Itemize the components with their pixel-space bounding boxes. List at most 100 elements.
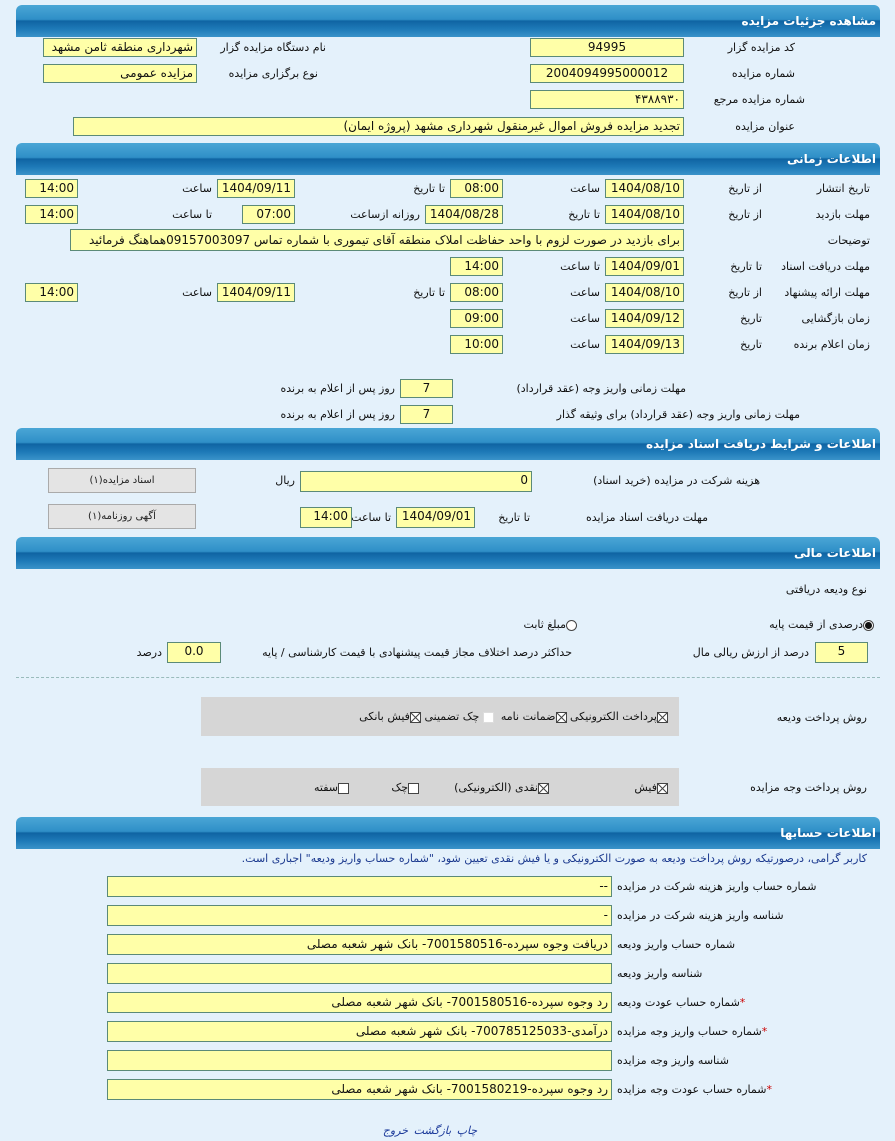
checkbox-icon[interactable] — [657, 782, 668, 794]
time-label: ساعت — [182, 286, 212, 299]
checkbox-icon[interactable] — [482, 711, 494, 723]
radio-fixed-icon[interactable] — [566, 619, 577, 631]
checkbox-receipt[interactable]: فیش — [634, 781, 668, 794]
back-link[interactable]: بازگشت — [413, 1124, 452, 1137]
publish-label: تاریخ انتشار — [816, 182, 870, 195]
radio-percent-label: درصدی از قیمت پایه — [769, 618, 863, 631]
checkbox-cash[interactable]: نقدی (الکترونیکی) — [454, 781, 549, 794]
section-title: مشاهده جزئیات مزایده — [741, 14, 876, 28]
account-label-text: شناسه واریز وجه مزایده — [617, 1054, 729, 1067]
section-title: اطلاعات حسابها — [780, 826, 876, 840]
account-row-label: شماره حساب واریز ودیعه — [617, 935, 735, 954]
radio-percent-icon[interactable] — [863, 619, 874, 631]
payment-deadline-guarantor-days: 7 — [400, 405, 453, 424]
account-label-text: شماره حساب واریز ودیعه — [617, 938, 736, 951]
to-time-label: تا ساعت — [172, 208, 212, 221]
ref-label: شماره مزایده مرجع — [713, 93, 805, 106]
from-date-label: از تاریخ — [728, 182, 762, 195]
currency-label: ریال — [275, 474, 295, 487]
code-field: 94995 — [530, 38, 684, 57]
account-row-label: شماره حساب عودت ودیعه* — [617, 993, 745, 1012]
time-label: ساعت — [570, 182, 600, 195]
payment-deadline-days: 7 — [400, 379, 453, 398]
checkbox-label: فیش — [634, 781, 657, 794]
checkbox-cheque[interactable]: چک تضمینی — [424, 710, 497, 723]
number-label: شماره مزایده — [731, 67, 795, 80]
payment-deadline-label: مهلت زمانی واریز وجه (عقد قرارداد) — [516, 382, 686, 395]
footer-links: چاپ بازگشت خروج — [0, 1124, 860, 1137]
checkbox-icon[interactable] — [538, 782, 549, 794]
payment-method-panel: فیش نقدی (الکترونیکی) چک سفته — [201, 768, 679, 806]
account-row-field: - — [107, 905, 612, 926]
ref-field: ۴۳۸۸۹۳۰ — [530, 90, 684, 109]
radio-fixed[interactable]: مبلغ ثابت — [524, 618, 577, 631]
offer-label: مهلت ارائه پیشنهاد — [784, 286, 870, 299]
visit-daily-from: 07:00 — [242, 205, 295, 224]
offer-from-date: 1404/08/10 — [605, 283, 684, 302]
section-header-timing: اطلاعات زمانی — [16, 143, 880, 175]
checkbox-promissory[interactable]: سفته — [314, 781, 349, 794]
deposit-method-list: پرداخت الکترونیکی ضمانت نامه چک تضمینی ف… — [359, 710, 668, 723]
subject-field: تجدید مزایده فروش اموال غیرمنقول شهرداری… — [73, 117, 684, 136]
opening-time: 09:00 — [450, 309, 503, 328]
checkbox-icon[interactable] — [338, 782, 349, 794]
notes-field: برای بازدید در صورت لزوم با واحد حفاظت ا… — [70, 229, 684, 251]
checkbox-label: سفته — [314, 781, 338, 794]
checkbox-electronic[interactable]: پرداخت الکترونیکی — [570, 710, 668, 723]
time-label: ساعت — [570, 286, 600, 299]
checkbox-icon[interactable] — [408, 782, 419, 794]
docs-deadline-label: مهلت دریافت اسناد مزایده — [585, 511, 708, 524]
account-row-label: شماره حساب واریز هزینه شرکت در مزایده — [617, 877, 816, 896]
to-date-label: تا تاریخ — [568, 208, 600, 221]
opening-date: 1404/09/12 — [605, 309, 684, 328]
to-time-label: تا ساعت — [560, 260, 600, 273]
opening-label: زمان بازگشایی — [801, 312, 871, 325]
account-row-field: دریافت وجوه سپرده-7001580516- بانک شهر ش… — [107, 934, 612, 955]
print-link[interactable]: چاپ — [456, 1124, 478, 1137]
checkbox-icon[interactable] — [657, 711, 668, 723]
time-label: ساعت — [182, 182, 212, 195]
auction-docs-button[interactable]: اسناد مزایده(۱) — [48, 468, 196, 493]
docs-deadline-date: 1404/09/01 — [605, 257, 684, 276]
docs-to-time: 14:00 — [300, 507, 352, 528]
radio-percent[interactable]: درصدی از قیمت پایه — [769, 618, 874, 631]
account-label-text: شماره حساب عودت وجه مزایده — [617, 1083, 767, 1096]
to-date-label: تا تاریخ — [498, 511, 530, 524]
org-label: نام دستگاه مزایده گزار — [220, 41, 326, 54]
max-diff-unit: درصد — [136, 646, 162, 659]
max-diff-field: 0.0 — [167, 642, 221, 663]
publish-from-time: 08:00 — [450, 179, 503, 198]
checkbox-label: چک — [391, 781, 408, 794]
accounts-notice: کاربر گرامی، درصورتیکه روش پرداخت ودیعه … — [241, 852, 867, 865]
offer-to-time: 14:00 — [25, 283, 78, 302]
org-field: شهرداری منطقه ثامن مشهد — [43, 38, 197, 57]
newspaper-ad-button[interactable]: آگهی روزنامه(۱) — [48, 504, 196, 529]
visit-to-date: 1404/08/28 — [425, 205, 503, 224]
checkbox-icon[interactable] — [409, 711, 421, 723]
visit-from-date: 1404/08/10 — [605, 205, 684, 224]
time-label: ساعت — [570, 338, 600, 351]
checkbox-label: فیش بانکی — [359, 710, 410, 723]
checkbox-bank-receipt[interactable]: فیش بانکی — [359, 710, 421, 723]
winner-label: زمان اعلام برنده — [793, 338, 870, 351]
publish-to-date: 1404/09/11 — [217, 179, 295, 198]
exit-link[interactable]: خروج — [382, 1124, 409, 1137]
checkbox-label: چک تضمینی — [424, 710, 480, 723]
account-label-text: شماره حساب واریز هزینه شرکت در مزایده — [617, 880, 817, 893]
section-header-details: مشاهده جزئیات مزایده — [16, 5, 880, 37]
section-header-accounts: اطلاعات حسابها — [16, 817, 880, 849]
checkbox-cheque[interactable]: چک — [391, 781, 419, 794]
account-row-label: شناسه واریز وجه مزایده — [617, 1051, 729, 1070]
account-row-field: رد وجوه سپرده-7001580516- بانک شهر شعبه … — [107, 992, 612, 1013]
account-label-text: شناسه واریز ودیعه — [617, 967, 703, 980]
to-date-label: تا تاریخ — [413, 286, 445, 299]
checkbox-guarantee[interactable]: ضمانت نامه — [501, 710, 567, 723]
to-date-label: تا تاریخ — [413, 182, 445, 195]
daily-from-label: روزانه ازساعت — [350, 208, 420, 221]
checkbox-icon[interactable] — [555, 711, 567, 723]
radio-fixed-label: مبلغ ثابت — [523, 618, 566, 631]
publish-from-date: 1404/08/10 — [605, 179, 684, 198]
winner-date: 1404/09/13 — [605, 335, 684, 354]
date-label: تاریخ — [740, 312, 762, 325]
account-label-text: شماره حساب واریز وجه مزایده — [617, 1025, 762, 1038]
